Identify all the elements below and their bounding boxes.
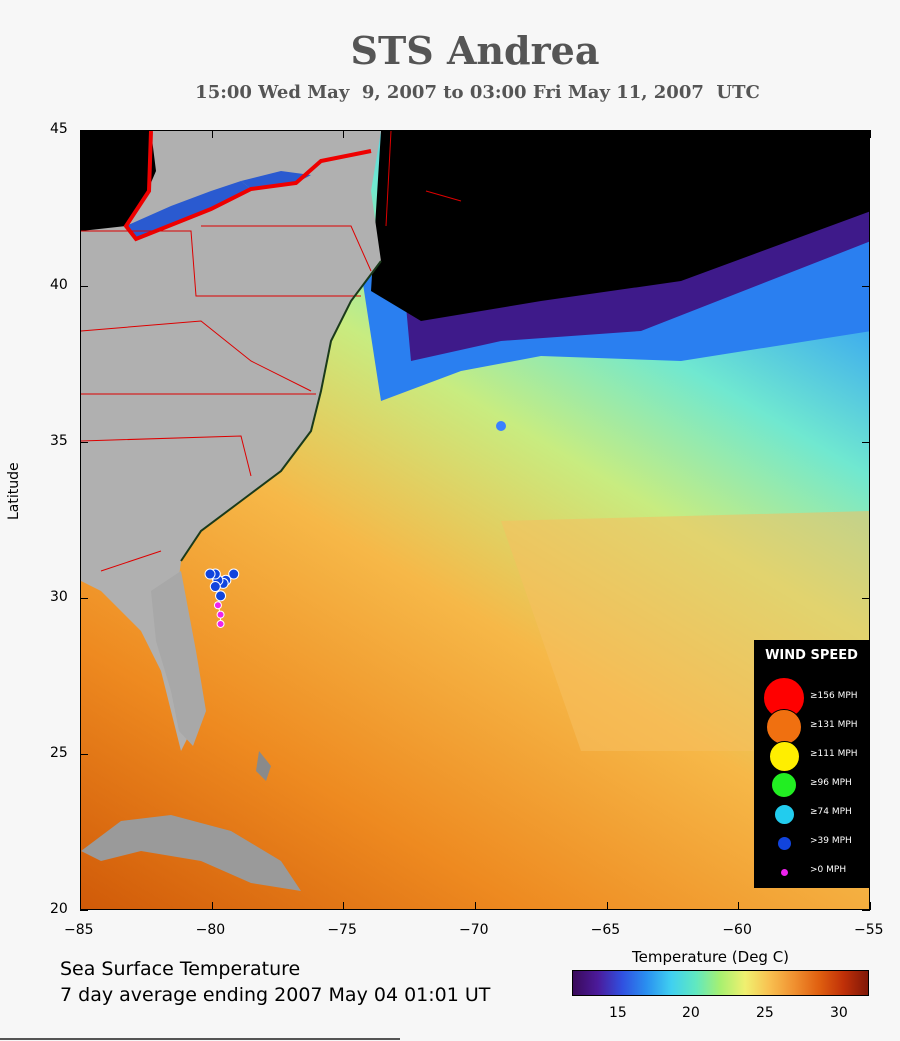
legend-swatch [768,740,800,772]
wind-speed-legend: WIND SPEED ≥156 MPH ≥131 MPH ≥111 MPH ≥96 M… [754,640,869,888]
legend-label: ≥156 MPH [810,691,858,701]
storm-track [204,568,240,628]
lat-tick-label: 25 [50,745,68,761]
storm-track-point[interactable] [228,568,240,580]
map-canvas [81,131,869,909]
lat-tick [862,442,870,443]
legend-swatch [773,803,795,825]
storm-track-point[interactable] [209,581,221,593]
legend-label: >0 MPH [810,865,847,875]
legend-item: ≥96 MPH [754,769,869,799]
legend-item: ≥111 MPH [754,740,869,772]
legend-label: ≥96 MPH [810,778,852,788]
lon-tick [606,902,608,910]
legend-label: >39 MPH [810,836,852,846]
footer-line-1: Sea Surface Temperature [60,958,301,980]
lon-tick [738,130,740,138]
legend-label: ≥74 MPH [810,807,852,817]
map-title: STS Andrea [350,28,600,73]
storm-track-point[interactable] [213,601,222,610]
legend-swatch [779,867,789,877]
colorbar-tick-label: 15 [609,1005,627,1021]
lat-tick [862,910,870,911]
legend-title: WIND SPEED [765,648,858,663]
cold-gulf-of-maine [371,131,869,321]
colorbar-tick-label: 25 [756,1005,774,1021]
lon-tick [211,130,213,138]
lat-tick [80,130,88,131]
lon-tick-label: −75 [327,922,357,938]
lon-tick [870,130,871,138]
lon-tick-label: −80 [195,922,226,938]
legend-label: ≥111 MPH [810,749,858,759]
colorbar [572,970,869,996]
lon-tick [738,902,740,910]
lon-tick [80,902,81,910]
lon-tick [211,902,213,910]
colorbar-tick-label: 30 [830,1005,848,1021]
lon-tick [475,130,476,138]
legend-item: ≥131 MPH [754,709,869,745]
lon-tick-label: −70 [459,922,489,938]
legend-swatch [771,772,797,798]
sst-map[interactable] [80,130,870,910]
lat-tick [80,754,88,755]
lat-tick [80,598,88,599]
legend-swatch [766,709,802,745]
legend-item: >39 MPH [754,827,869,857]
storm-track-point[interactable] [215,590,227,602]
lon-tick [343,130,345,138]
lat-tick [862,598,870,599]
lat-tick-label: 20 [50,901,68,917]
lon-tick-label: −65 [590,922,621,938]
legend-swatch [776,835,792,851]
lat-tick [80,286,88,287]
legend-item: ≥156 MPH [754,677,869,719]
lon-tick-label: −85 [64,922,94,938]
canada-border [123,131,372,242]
colorbar-tick-label: 20 [682,1005,700,1021]
colorbar-title: Temperature (Deg C) [632,948,790,966]
lon-tick [475,902,476,910]
lon-tick-label: −60 [722,922,752,938]
legend-label: ≥131 MPH [810,720,858,730]
lon-tick-label: −55 [854,922,884,938]
lat-tick-label: 35 [50,433,68,449]
eddy-1 [496,421,506,431]
state-boundaries [81,131,462,572]
footer-line-2: 7 day average ending 2007 May 04 01:01 U… [60,984,491,1006]
lake-ontario [241,171,311,189]
lon-tick [343,902,345,910]
legend-item: >0 MPH [754,856,869,886]
land-florida [151,571,206,746]
divider [0,1038,400,1040]
coastline [180,260,382,562]
lat-tick [80,442,88,443]
lat-tick-label: 40 [50,277,68,293]
storm-track-point[interactable] [216,619,225,628]
y-axis-label: Latitude [6,462,22,520]
lat-tick [862,130,870,131]
storm-track-point[interactable] [216,610,225,619]
land-bahamas [256,751,271,781]
map-subtitle: 15:00 Wed May 9, 2007 to 03:00 Fri May 1… [195,82,760,103]
lon-tick [870,902,871,910]
lon-tick [606,130,608,138]
lat-tick [80,910,88,911]
lake-erie [126,181,251,239]
lat-tick-label: 45 [50,121,68,137]
legend-item: ≥74 MPH [754,798,869,828]
storm-track-point[interactable] [204,568,216,580]
lat-tick [862,286,870,287]
lon-tick [80,130,81,138]
land-cuba [81,815,301,891]
lat-tick-label: 30 [50,589,68,605]
